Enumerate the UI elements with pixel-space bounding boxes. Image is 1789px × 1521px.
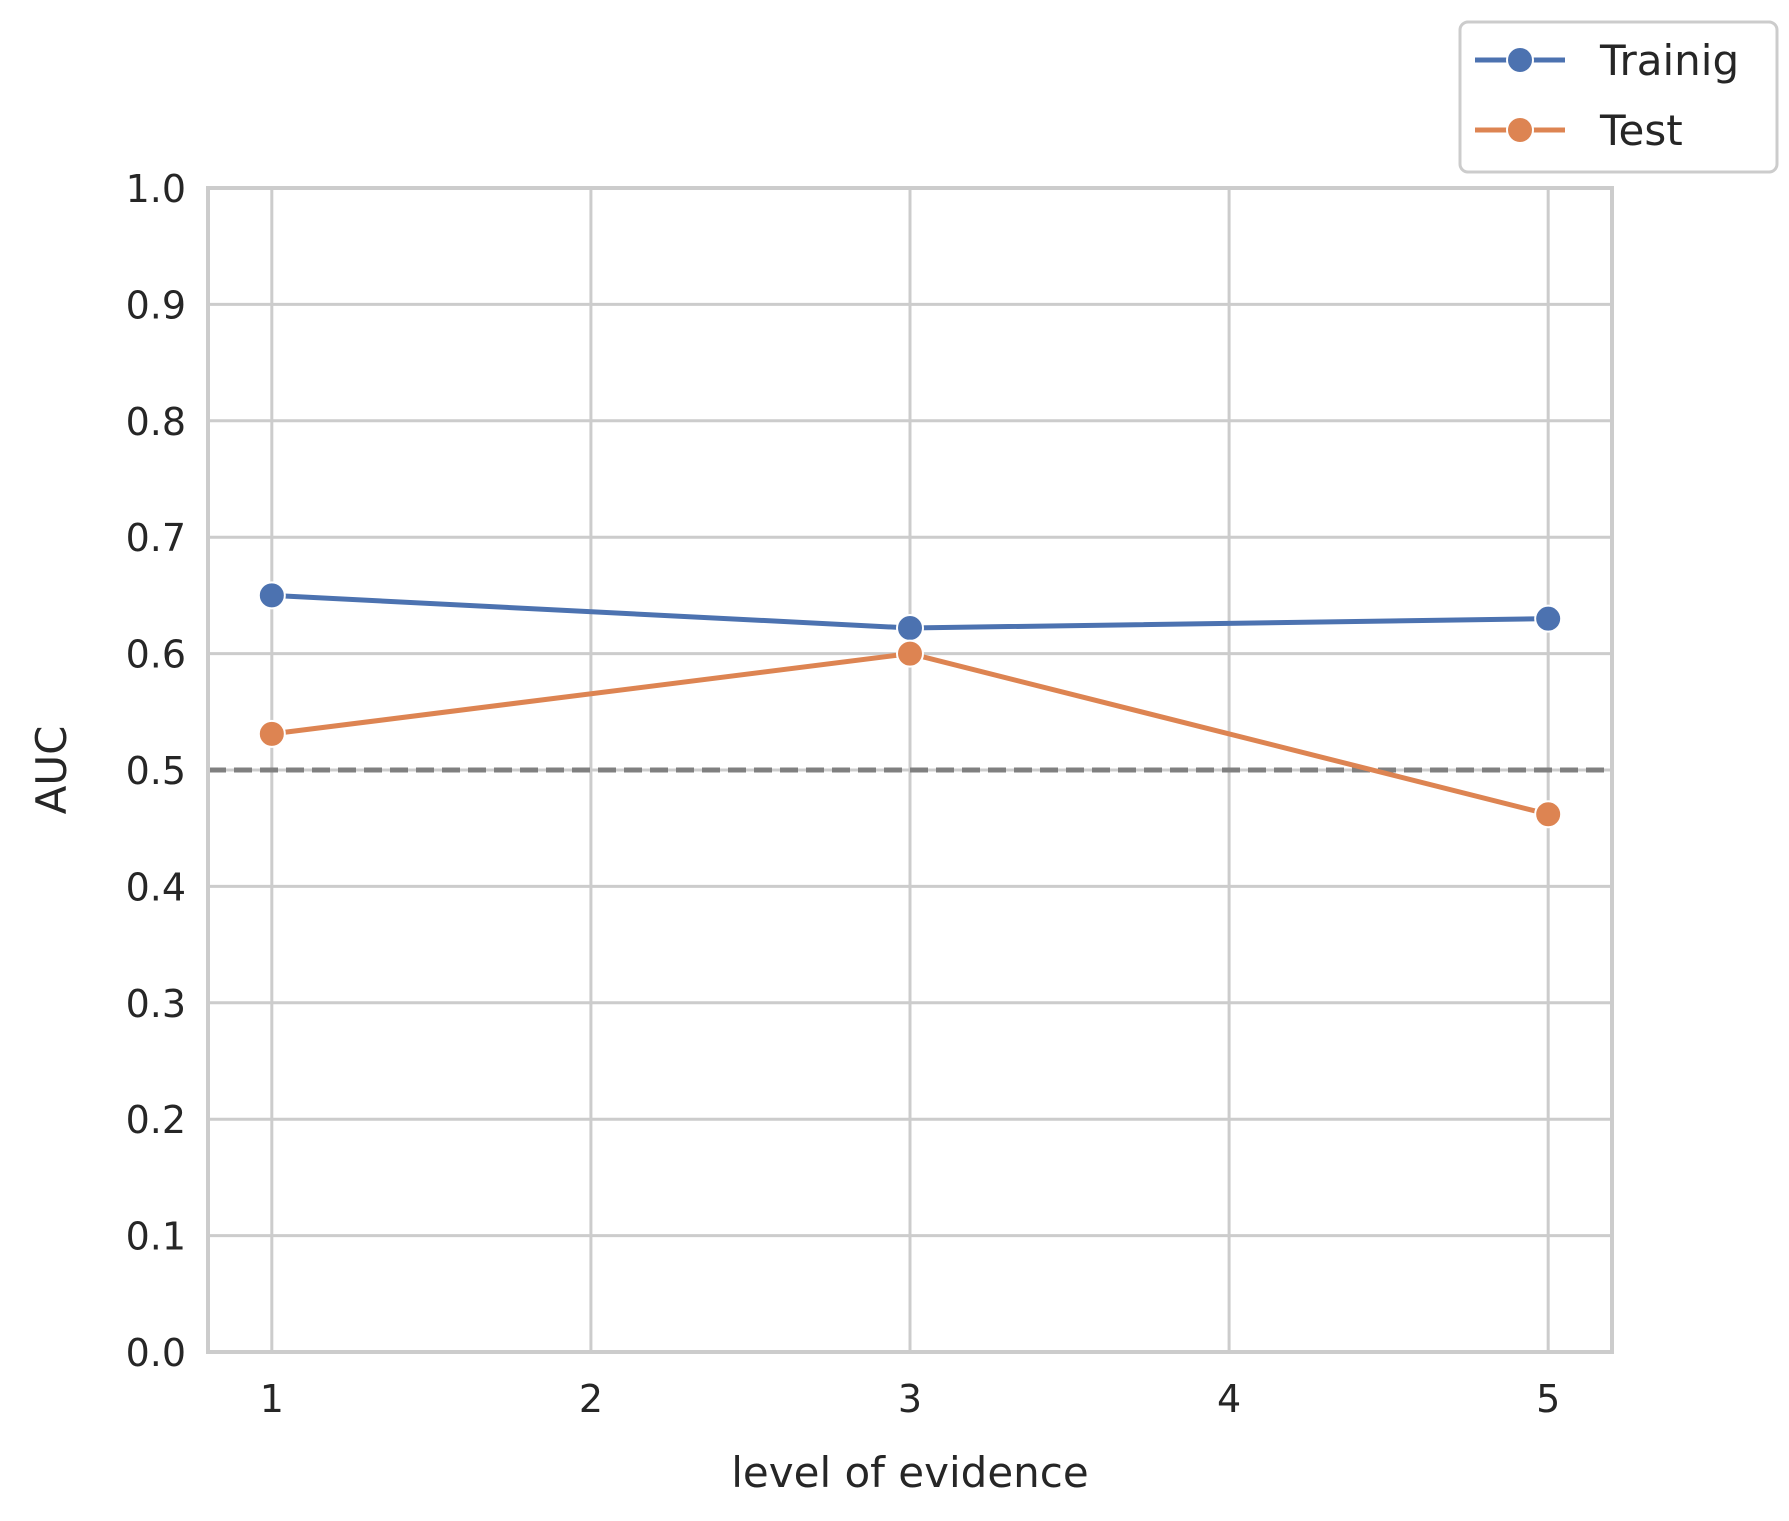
- y-tick-label: 0.6: [126, 633, 186, 677]
- x-tick-labels: 1 2 3 4 5: [260, 1377, 1561, 1421]
- legend: Trainig Test: [1458, 20, 1779, 174]
- legend-swatch-marker: [1506, 46, 1534, 74]
- x-tick-label: 1: [260, 1377, 284, 1421]
- legend-label: Trainig: [1599, 36, 1739, 85]
- y-tick-label: 0.3: [126, 982, 186, 1026]
- y-tick-label: 0.4: [126, 865, 186, 909]
- y-tick-label: 0.9: [126, 283, 186, 327]
- data-point: [257, 581, 286, 610]
- x-tick-label: 5: [1536, 1377, 1560, 1421]
- y-tick-label: 0.2: [126, 1098, 186, 1142]
- series-trainig: [257, 581, 1563, 642]
- legend-label: Test: [1599, 106, 1683, 155]
- y-tick-label: 0.7: [126, 516, 186, 560]
- y-tick-label: 0.1: [126, 1215, 186, 1259]
- data-point: [257, 719, 286, 748]
- legend-item: Test: [1475, 106, 1683, 155]
- data-point: [1534, 800, 1563, 829]
- data-point: [1534, 604, 1563, 633]
- data-point: [896, 613, 924, 642]
- series-layer: [257, 581, 1563, 829]
- legend-item: Trainig: [1475, 36, 1739, 85]
- x-tick-label: 4: [1217, 1377, 1241, 1421]
- series-test: [257, 639, 1563, 829]
- y-tick-label: 0.8: [126, 400, 186, 444]
- y-tick-label: 1.0: [126, 167, 186, 211]
- y-tick-labels: 0.0 0.1 0.2 0.3 0.4 0.5 0.6 0.7 0.8 0.9 1.0: [126, 167, 186, 1375]
- y-tick-label: 0.5: [126, 749, 186, 793]
- x-tick-label: 3: [898, 1377, 922, 1421]
- x-tick-label: 2: [579, 1377, 603, 1421]
- plot-frame: [206, 186, 1614, 1354]
- x-axis-label: level of evidence: [731, 1448, 1088, 1497]
- legend-items: Trainig Test: [1475, 36, 1739, 155]
- data-point: [896, 639, 924, 668]
- y-tick-label: 0.0: [126, 1331, 186, 1375]
- y-axis-label: AUC: [27, 726, 76, 815]
- legend-swatch-marker: [1506, 116, 1534, 144]
